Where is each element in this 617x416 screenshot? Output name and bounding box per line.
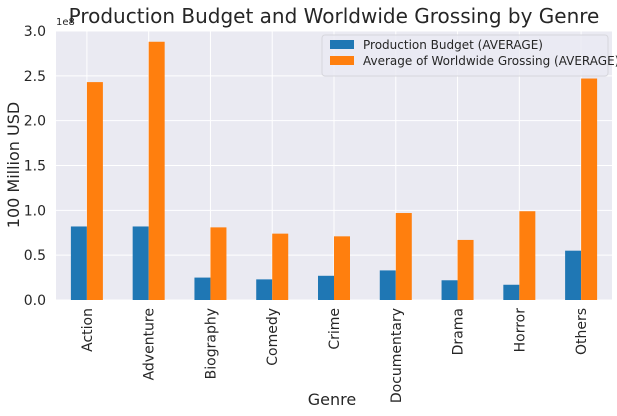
x-tick-label: Documentary: [389, 308, 405, 403]
bar-budget-biography: [194, 277, 211, 300]
bar-grossing-adventure: [148, 41, 165, 300]
bar-grossing-crime: [334, 236, 350, 300]
bar-grossing-horror: [519, 211, 536, 300]
y-tick-label: 1.5: [24, 159, 46, 175]
y-axis-label: 100 Million USD: [4, 102, 23, 228]
chart-title: Production Budget and Worldwide Grossing…: [69, 4, 600, 28]
y-tick-label: 2.0: [24, 114, 46, 130]
bar-grossing-drama: [457, 239, 474, 300]
bars: [70, 41, 598, 300]
x-tick-label: Others: [574, 308, 590, 355]
y-tick-label: 0.0: [24, 293, 46, 309]
y-tick-label: 2.5: [24, 69, 46, 85]
legend-swatch-grossing: [330, 56, 354, 65]
legend-swatch-budget: [330, 40, 354, 49]
bar-grossing-documentary: [395, 213, 412, 300]
y-tick-label: 0.5: [24, 248, 46, 264]
legend-label-grossing: Average of Worldwide Grossing (AVERAGE): [363, 54, 617, 68]
bar-grossing-biography: [210, 227, 227, 300]
legend-box: [321, 34, 609, 77]
bar-budget-action: [70, 226, 87, 300]
legend-label-budget: Production Budget (AVERAGE): [363, 38, 543, 52]
bar-budget-documentary: [379, 270, 396, 300]
x-tick-label: Horror: [512, 308, 528, 353]
bar-budget-others: [565, 250, 582, 300]
x-tick-label: Crime: [327, 308, 343, 350]
x-tick-label: Adventure: [142, 308, 158, 380]
bar-budget-adventure: [132, 226, 149, 300]
bar-budget-crime: [318, 275, 334, 300]
legend: Production Budget (AVERAGE) Average of W…: [321, 34, 617, 77]
x-tick-label: Biography: [203, 308, 219, 379]
bar-grossing-others: [581, 78, 598, 300]
y-tick-label: 1.0: [24, 203, 46, 219]
bar-grossing-action: [86, 82, 103, 300]
y-exponent-label: 1e8: [56, 17, 75, 28]
bar-budget-drama: [441, 280, 458, 300]
y-ticks: 0.0 0.5 1.0 1.5 2.0 2.5 3.0: [24, 24, 46, 309]
x-tick-label: Drama: [451, 308, 467, 355]
bar-budget-comedy: [256, 279, 273, 300]
x-tick-label: Comedy: [265, 308, 281, 366]
x-axis-label: Genre: [308, 390, 356, 409]
x-ticks: Action Adventure Biography Comedy Crime Docum…: [80, 308, 590, 403]
bar-grossing-comedy: [272, 233, 289, 300]
y-tick-label: 3.0: [24, 24, 46, 40]
x-tick-label: Action: [80, 308, 96, 352]
bar-budget-horror: [503, 284, 520, 300]
